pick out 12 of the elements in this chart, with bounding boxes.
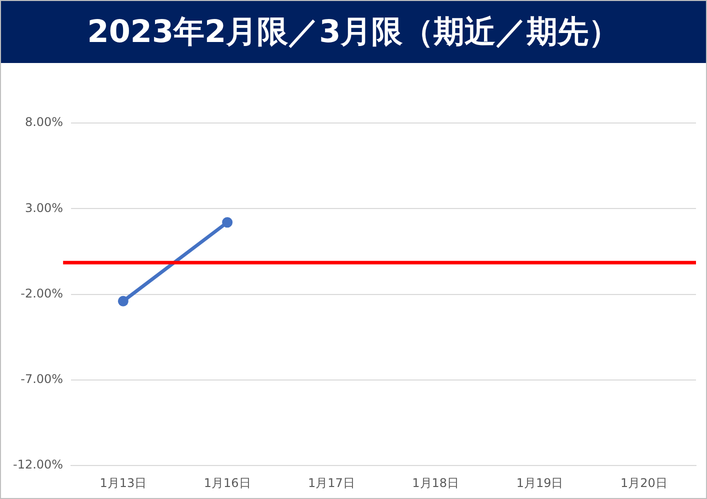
x-tick-label: 1月20日 [620, 476, 668, 490]
x-tick-label: 1月19日 [516, 476, 564, 490]
y-tick-label: -12.00% [12, 458, 64, 472]
x-tick-label: 1月16日 [204, 476, 251, 490]
y-tick-label: -7.00% [20, 372, 64, 386]
y-tick-label: 8.00% [24, 115, 64, 130]
x-tick-label: 1月17日 [308, 476, 355, 490]
x-tick-label: 1月13日 [100, 476, 147, 490]
chart-title: 2023年2月限／3月限（期近／期先） [1, 1, 706, 63]
y-tick-label: 3.00% [24, 200, 64, 215]
y-tick-label: -2.00% [20, 286, 64, 300]
x-tick-label: 1月18日 [412, 476, 460, 490]
